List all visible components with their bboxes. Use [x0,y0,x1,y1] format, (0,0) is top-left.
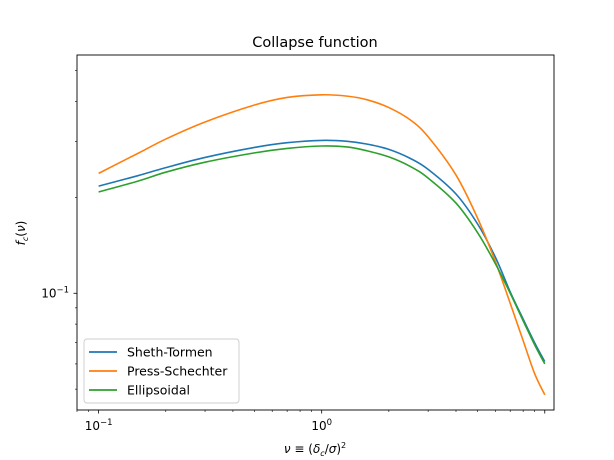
x-tick-label: 100 [311,418,332,433]
legend-box [83,338,240,404]
series-layer [98,93,546,396]
x-axis-label: ν ≡ (δc/σ)2 [284,441,346,458]
y-tick-label: 10−1 [41,285,69,300]
plot-area-frame [76,54,555,411]
legend: Sheth-Tormen Press-Schechter Ellipsoidal [83,338,240,404]
legend-label-sheth-tormen: Sheth-Tormen [127,345,213,360]
series-line-ellipsoidal [98,145,546,365]
x-tick-label: 10−1 [85,418,113,433]
y-axis-ticks: 10−1 [41,70,77,390]
y-axis-label: fc(ν) [14,221,30,246]
x-axis-ticks: 10−1 100 [76,410,546,433]
legend-label-press-schechter: Press-Schechter [127,364,228,379]
legend-label-ellipsoidal: Ellipsoidal [127,383,190,398]
chart-title: Collapse function [252,35,377,51]
y-axis-label-group: fc(ν) [14,221,30,246]
series-line-press-schechter [98,93,546,396]
